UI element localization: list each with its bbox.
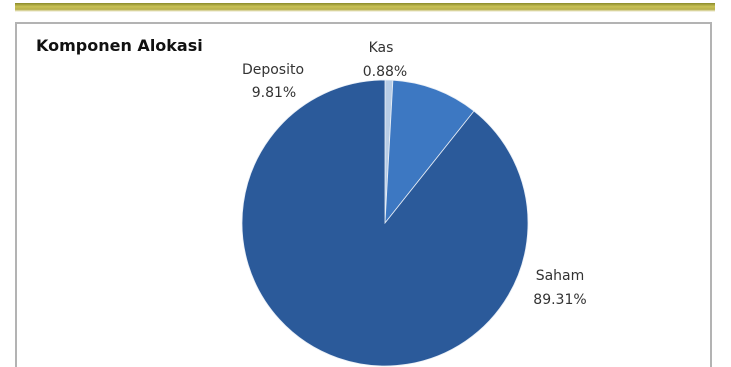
slice-label-saham: Saham (536, 268, 585, 284)
slice-percent-saham: 89.31% (533, 292, 586, 308)
slice-label-kas: Kas (369, 40, 394, 56)
pie-slices (241, 79, 529, 367)
chart-title: Komponen Alokasi (36, 36, 203, 55)
slice-label-deposito: Deposito (242, 62, 304, 78)
slice-percent-kas: 0.88% (363, 64, 407, 80)
top-divider (15, 2, 715, 12)
pie-slice-saham (241, 79, 529, 367)
pie-slice-deposito (384, 79, 475, 225)
slice-percent-deposito: 9.81% (252, 85, 296, 101)
pie-labels: Kas 0.88% Deposito 9.81% Saham 89.31% (242, 40, 587, 308)
